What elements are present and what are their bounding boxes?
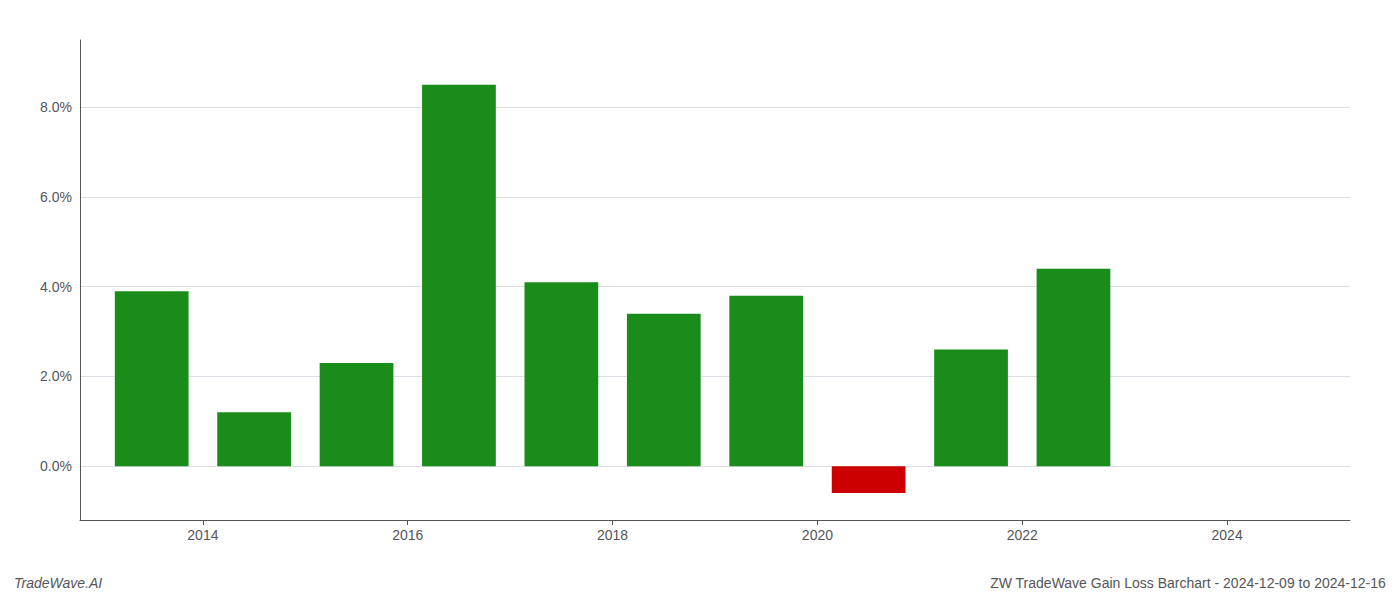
svg-text:8.0%: 8.0%	[40, 99, 72, 115]
svg-text:2018: 2018	[597, 527, 628, 543]
svg-text:2020: 2020	[802, 527, 833, 543]
svg-text:2014: 2014	[187, 527, 218, 543]
svg-text:2016: 2016	[392, 527, 423, 543]
svg-text:6.0%: 6.0%	[40, 189, 72, 205]
svg-text:ZW TradeWave Gain Loss Barchar: ZW TradeWave Gain Loss Barchart - 2024-1…	[990, 575, 1386, 591]
svg-text:2024: 2024	[1212, 527, 1243, 543]
svg-text:4.0%: 4.0%	[40, 279, 72, 295]
svg-text:0.0%: 0.0%	[40, 458, 72, 474]
svg-text:TradeWave.AI: TradeWave.AI	[14, 575, 102, 591]
svg-text:2.0%: 2.0%	[40, 368, 72, 384]
svg-text:2022: 2022	[1007, 527, 1038, 543]
